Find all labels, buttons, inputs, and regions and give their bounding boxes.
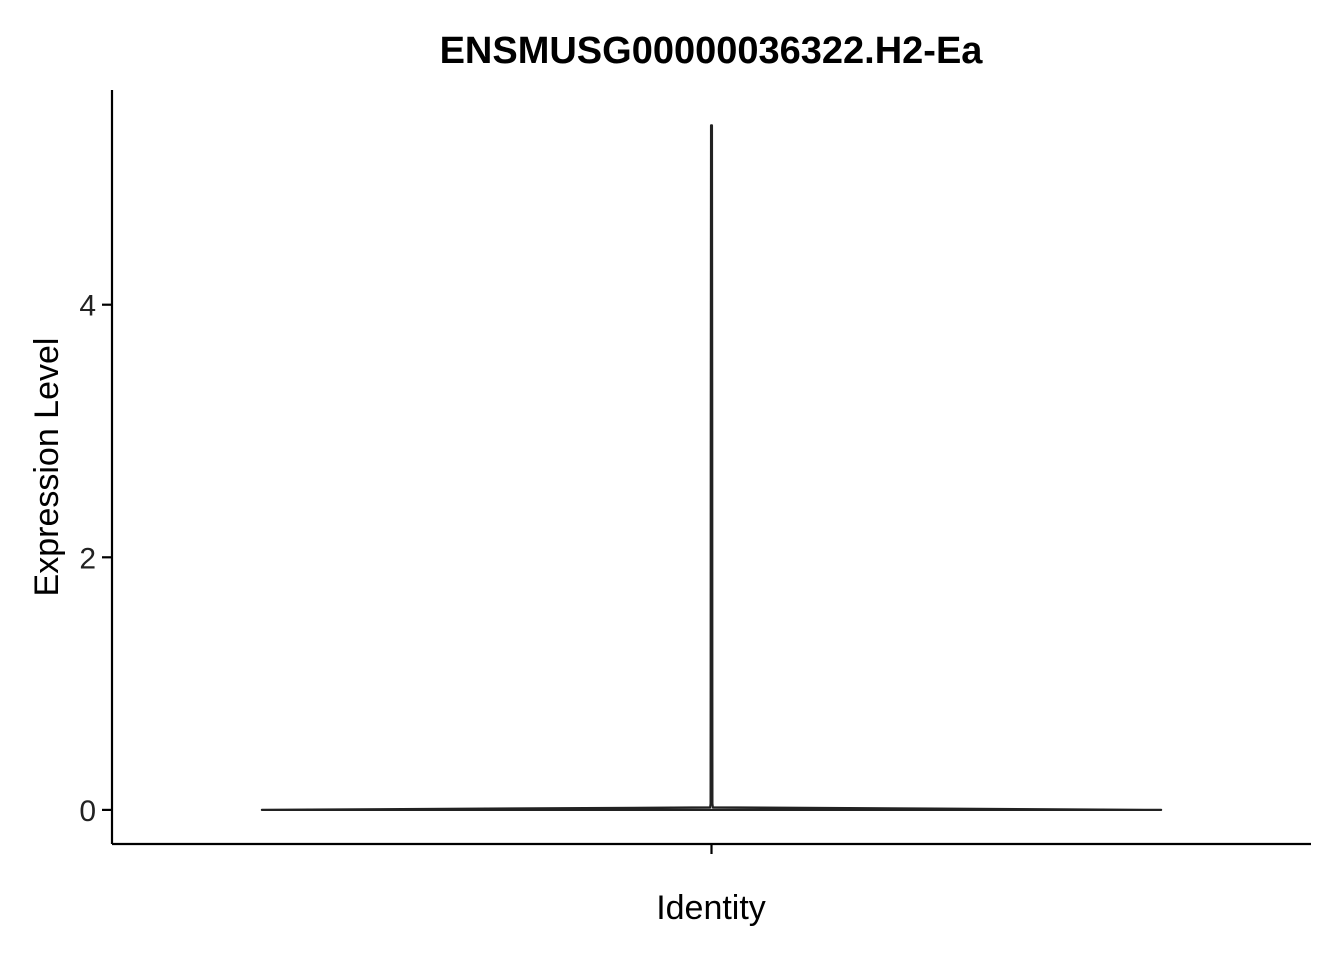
plot-area bbox=[260, 124, 1163, 811]
x-axis-label: Identity bbox=[656, 889, 766, 927]
y-axis-ticks: 0 2 4 bbox=[79, 290, 112, 828]
chart-title: ENSMUSG00000036322.H2-Ea bbox=[440, 30, 984, 72]
y-tick-label: 4 bbox=[79, 290, 96, 323]
y-tick-label: 0 bbox=[79, 795, 96, 828]
y-axis-label: Expression Level bbox=[28, 338, 66, 597]
violin-shape bbox=[260, 124, 1163, 811]
y-tick-label: 2 bbox=[79, 542, 96, 575]
